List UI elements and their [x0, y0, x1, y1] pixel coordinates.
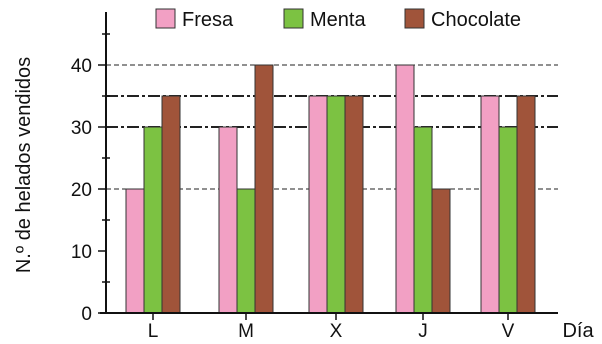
bar-menta-x	[326, 95, 346, 314]
y-tick-label: 0	[81, 304, 92, 325]
bar-chocolate-m	[254, 64, 274, 314]
y-tick-label: 40	[71, 56, 92, 77]
bar-menta-m	[236, 188, 256, 314]
y-tick-label: 30	[71, 118, 92, 139]
axes	[100, 12, 558, 314]
y-axis-title: N.º de helados vendidos	[13, 57, 35, 273]
y-tick-label: 20	[71, 180, 92, 201]
bars	[125, 64, 536, 314]
legend-swatch-chocolate	[404, 8, 425, 29]
y-ticks: 0 10 20 30 40	[71, 33, 110, 325]
legend-label-fresa: Fresa	[182, 9, 234, 31]
bar-fresa-j	[395, 64, 415, 314]
bar-chocolate-j	[431, 188, 451, 314]
bar-chocolate-l	[161, 95, 181, 314]
legend: Fresa Menta Chocolate	[155, 8, 521, 31]
legend-swatch-fresa	[155, 8, 176, 29]
bar-menta-j	[413, 126, 433, 314]
x-tick-label: X	[330, 321, 343, 342]
bar-fresa-l	[125, 188, 145, 314]
bar-fresa-m	[218, 126, 238, 314]
bar-fresa-x	[308, 95, 328, 314]
legend-swatch-menta	[283, 8, 304, 29]
x-tick-label: L	[148, 321, 159, 342]
legend-label-menta: Menta	[310, 9, 366, 31]
legend-label-chocolate: Chocolate	[431, 9, 521, 31]
bar-chocolate-v	[516, 95, 536, 314]
x-tick-label: M	[238, 321, 254, 342]
x-tick-label: V	[502, 321, 515, 342]
x-tick-label: J	[418, 321, 428, 342]
bar-fresa-v	[480, 95, 500, 314]
bar-chocolate-x	[344, 95, 364, 314]
y-tick-label: 10	[71, 242, 92, 263]
bar-menta-v	[498, 126, 518, 314]
bar-menta-l	[143, 126, 163, 314]
x-axis-title: Día	[562, 320, 594, 342]
